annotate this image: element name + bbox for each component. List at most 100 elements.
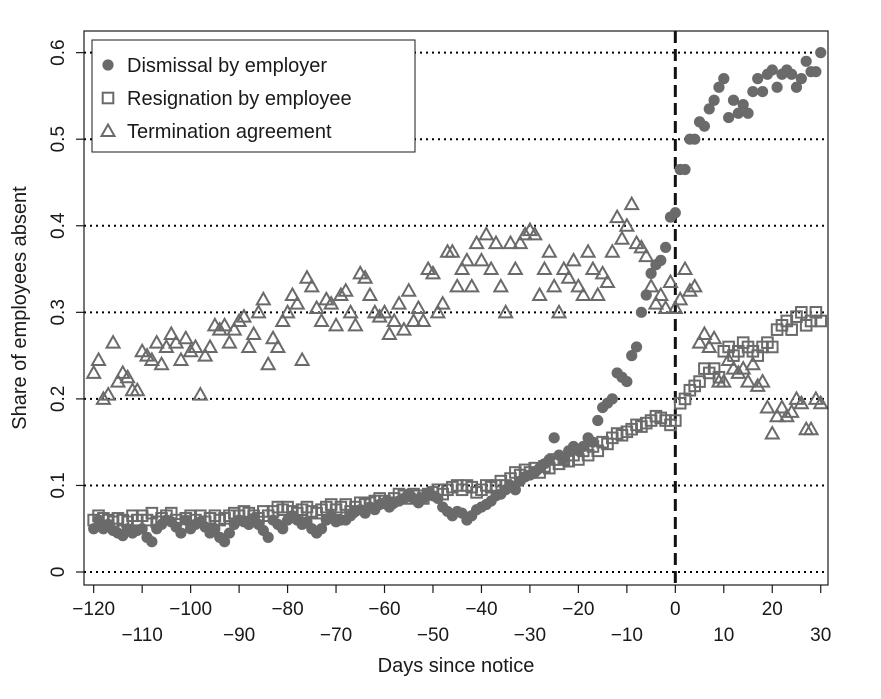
- x-axis: −120 −100 −80 −60 −40 −20 0 20 −110 −90 −70 −50 −30 −…: [72, 585, 831, 646]
- y-tick-label-4: 0.4: [48, 212, 69, 239]
- point-filled-circle-130: [718, 73, 730, 85]
- point-filled-circle-95: [548, 432, 560, 444]
- x-tick-label-upper-2: −80: [271, 599, 303, 620]
- point-hollow-triangle-42: [289, 295, 306, 310]
- point-filled-circle-28: [223, 527, 236, 539]
- point-hollow-triangle-96: [550, 303, 568, 319]
- point-filled-circle-127: [703, 103, 715, 115]
- point-hollow-triangle-111: [623, 195, 640, 211]
- point-hollow-triangle-114: [638, 247, 655, 263]
- legend-symbol-2: [99, 122, 117, 137]
- point-filled-circle-71: [432, 492, 444, 505]
- x-tick-label-lower-7: 30: [810, 625, 831, 646]
- point-hollow-triangle-138: [754, 373, 771, 388]
- point-hollow-triangle-41: [284, 286, 301, 302]
- x-tick-label-upper-1: −100: [169, 599, 212, 620]
- point-hollow-triangle-4: [104, 334, 122, 349]
- point-hollow-triangle-143: [778, 407, 796, 423]
- point-hollow-triangle-70: [424, 264, 442, 280]
- point-filled-circle-126: [698, 120, 711, 132]
- point-filled-circle-132: [727, 94, 740, 106]
- point-hollow-triangle-27: [216, 316, 233, 332]
- point-filled-circle-134: [737, 98, 749, 111]
- point-hollow-triangle-94: [541, 243, 558, 258]
- x-tick-label-upper-5: −20: [562, 599, 594, 620]
- point-hollow-triangle-115: [642, 277, 660, 293]
- point-hollow-triangle-59: [371, 308, 388, 323]
- point-hollow-triangle-79: [468, 234, 485, 250]
- point-hollow-triangle-36: [259, 355, 277, 371]
- point-filled-circle-112: [630, 341, 643, 353]
- point-filled-circle-10: [136, 523, 148, 535]
- point-hollow-triangle-63: [390, 295, 408, 310]
- point-hollow-triangle-50: [327, 316, 345, 332]
- point-hollow-triangle-40: [279, 303, 296, 319]
- point-hollow-triangle-64: [395, 321, 413, 336]
- point-hollow-triangle-84: [492, 277, 510, 293]
- point-hollow-triangle-78: [463, 277, 480, 293]
- point-hollow-triangle-109: [613, 230, 631, 245]
- point-filled-circle-111: [626, 350, 638, 362]
- y-tick-label-3: 0.3: [48, 299, 69, 325]
- point-hollow-triangle-32: [240, 338, 258, 353]
- point-hollow-triangle-105: [594, 264, 611, 280]
- point-hollow-triangle-100: [570, 277, 587, 293]
- point-filled-circle-94: [543, 453, 555, 466]
- x-tick-label-lower-4: −30: [514, 625, 546, 646]
- point-hollow-triangle-121: [671, 290, 689, 306]
- point-hollow-triangle-12: [143, 351, 161, 366]
- point-hollow-triangle-130: [715, 373, 733, 388]
- point-filled-circle-138: [756, 85, 769, 98]
- point-hollow-triangle-135: [739, 373, 757, 388]
- point-hollow-triangle-83: [487, 234, 505, 250]
- point-hollow-triangle-74: [444, 243, 461, 258]
- point-filled-circle-19: [180, 514, 192, 526]
- point-hollow-square-120: [669, 414, 682, 427]
- point-filled-circle-110: [621, 375, 633, 388]
- point-hollow-triangle-89: [516, 225, 534, 241]
- point-hollow-triangle-88: [512, 234, 529, 250]
- point-hollow-triangle-108: [608, 208, 626, 224]
- point-hollow-triangle-60: [376, 303, 393, 319]
- point-filled-circle-120: [669, 207, 681, 219]
- point-hollow-triangle-117: [652, 286, 669, 302]
- data-points: [85, 47, 829, 548]
- point-hollow-triangle-150: [812, 394, 829, 410]
- point-hollow-triangle-19: [177, 329, 194, 345]
- point-hollow-triangle-9: [129, 381, 146, 397]
- point-hollow-triangle-44: [298, 269, 316, 284]
- y-axis-title: Share of employees absent: [9, 186, 31, 430]
- point-filled-circle-147: [800, 55, 812, 67]
- point-hollow-triangle-28: [221, 334, 238, 349]
- point-hollow-triangle-113: [633, 238, 650, 254]
- point-hollow-triangle-35: [255, 290, 272, 306]
- point-hollow-triangle-56: [356, 269, 374, 284]
- point-hollow-triangle-95: [545, 277, 563, 293]
- point-hollow-triangle-104: [589, 286, 606, 302]
- point-filled-circle-97: [558, 453, 570, 466]
- point-hollow-triangle-47: [313, 312, 330, 327]
- point-filled-circle-150: [815, 47, 827, 59]
- point-hollow-triangle-119: [662, 273, 679, 289]
- x-tick-label-lower-2: −70: [320, 625, 352, 646]
- point-hollow-triangle-26: [211, 321, 228, 336]
- x-tick-label-lower-6: 10: [713, 625, 734, 646]
- point-filled-circle-107: [606, 393, 618, 405]
- legend-label-resignation: Resignation by employee: [127, 88, 352, 110]
- point-filled-circle-133: [732, 107, 744, 119]
- point-hollow-triangle-125: [691, 334, 708, 349]
- point-hollow-triangle-16: [163, 325, 180, 340]
- point-hollow-triangle-23: [196, 347, 214, 362]
- legend-label-dismissal: Dismissal by employer: [127, 55, 327, 77]
- point-hollow-triangle-72: [434, 295, 451, 310]
- point-hollow-triangle-13: [148, 334, 165, 349]
- point-filled-circle-18: [175, 527, 187, 539]
- point-filled-circle-101: [577, 440, 589, 453]
- y-tick-label-0: 0: [48, 567, 69, 578]
- legend-symbol-1: [101, 91, 115, 105]
- y-tick-label-6: 0.6: [48, 39, 69, 65]
- point-hollow-triangle-101: [575, 286, 592, 302]
- point-hollow-triangle-106: [599, 273, 616, 289]
- point-filled-circle-104: [592, 414, 604, 427]
- point-filled-circle-39: [277, 523, 289, 535]
